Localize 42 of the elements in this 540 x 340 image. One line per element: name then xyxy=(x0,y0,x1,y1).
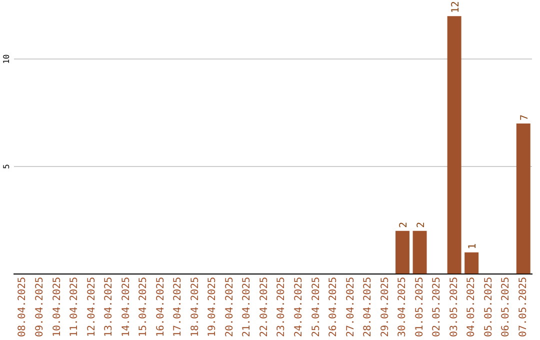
x-tick-label: 17.04.2025 xyxy=(172,276,184,338)
x-tick-label: 13.04.2025 xyxy=(104,276,115,338)
x-tick-label: 08.04.2025 xyxy=(17,276,28,338)
x-tick-label: 05.05.2025 xyxy=(483,276,494,338)
x-tick-label: 02.05.2025 xyxy=(432,276,443,338)
x-tick-label: 27.04.2025 xyxy=(345,276,356,338)
data-label: 1 xyxy=(468,243,479,250)
x-tick-label: 23.04.2025 xyxy=(276,276,288,338)
x-tick-label: 15.04.2025 xyxy=(138,276,150,338)
x-tick-label: 06.05.2025 xyxy=(500,276,512,338)
x-tick-label: 11.04.2025 xyxy=(69,276,80,338)
x-tick-label: 04.05.2025 xyxy=(466,276,478,338)
x-tick-label: 29.04.2025 xyxy=(380,276,391,338)
x-tick-label: 01.05.2025 xyxy=(414,276,426,338)
x-tick-label: 18.04.2025 xyxy=(190,276,201,338)
x-tick-label: 09.04.2025 xyxy=(34,276,46,338)
bar xyxy=(447,16,462,274)
y-tick-label: 10 xyxy=(2,54,12,64)
bar xyxy=(412,230,427,274)
x-tick-label: 07.05.2025 xyxy=(518,276,529,338)
data-label: 2 xyxy=(398,222,410,228)
data-label: 12 xyxy=(450,1,462,14)
x-tick-label: 24.04.2025 xyxy=(293,276,304,338)
data-label: 7 xyxy=(519,114,530,120)
x-tick-label: 22.04.2025 xyxy=(258,276,270,338)
x-tick-label: 26.04.2025 xyxy=(328,276,340,338)
x-tick-label: 19.04.2025 xyxy=(207,276,218,338)
x-tick-label: 20.04.2025 xyxy=(224,276,236,338)
data-label: 2 xyxy=(416,222,427,228)
bar xyxy=(396,230,410,274)
x-tick-label: 30.04.2025 xyxy=(397,276,408,338)
y-tick-label: 5 xyxy=(2,164,12,169)
x-tick-label: 12.04.2025 xyxy=(86,276,98,338)
bar xyxy=(516,124,530,274)
bar xyxy=(464,252,479,274)
x-tick-label: 03.05.2025 xyxy=(448,276,460,338)
x-tick-label: 25.04.2025 xyxy=(310,276,322,338)
x-tick-label: 14.04.2025 xyxy=(120,276,132,338)
x-tick-label: 16.04.2025 xyxy=(155,276,166,338)
x-tick-label: 21.04.2025 xyxy=(242,276,253,338)
x-tick-label: 10.04.2025 xyxy=(52,276,63,338)
x-tick-label: 28.04.2025 xyxy=(362,276,374,338)
